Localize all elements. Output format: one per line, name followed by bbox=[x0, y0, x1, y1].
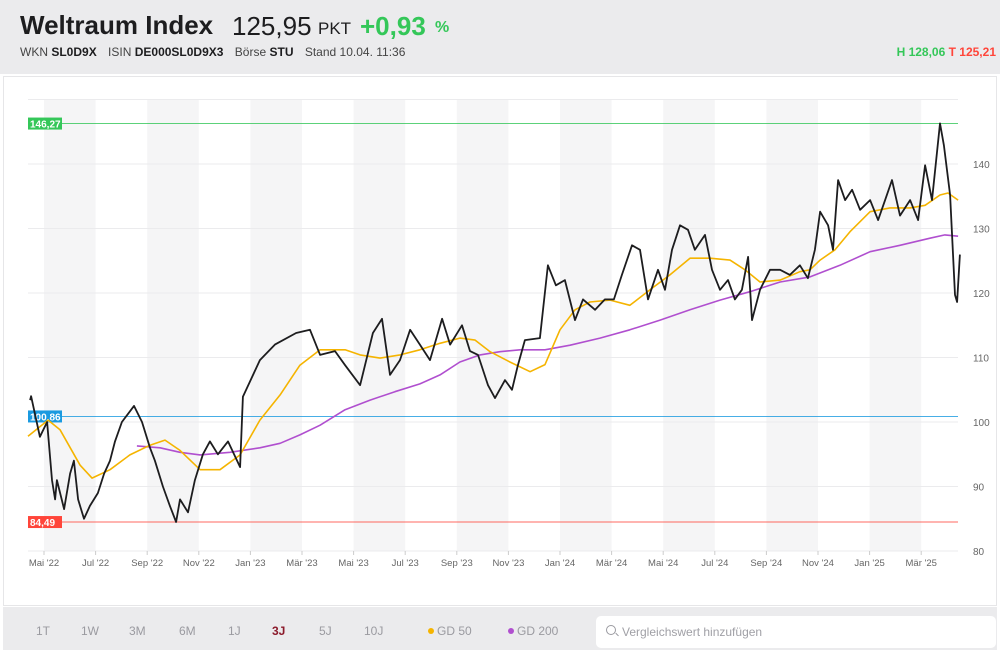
header: Weltraum Index 125,95 PKT +0,93 % WKN SL… bbox=[0, 0, 1000, 74]
x-tick-label: Nov '22 bbox=[183, 558, 215, 569]
x-tick-label: Mai '24 bbox=[648, 558, 678, 569]
range-3m[interactable]: 3M bbox=[129, 624, 146, 638]
range-5j[interactable]: 5J bbox=[319, 624, 332, 638]
x-tick-label: Jan '24 bbox=[545, 558, 575, 569]
month-stripe bbox=[560, 99, 612, 551]
isin-label: ISIN bbox=[108, 45, 132, 59]
instrument-meta: WKN SL0D9X ISIN DE000SL0D9X3 Börse STU S… bbox=[20, 45, 413, 59]
reference-label-low: 84,49 bbox=[30, 518, 55, 529]
x-tick-label: Nov '24 bbox=[802, 558, 834, 569]
x-tick-label: Mär '23 bbox=[286, 558, 317, 569]
series-weltraum-index bbox=[29, 122, 961, 523]
gd200-dot-icon bbox=[508, 628, 514, 634]
y-tick-label: 80 bbox=[973, 547, 985, 558]
month-stripe bbox=[869, 99, 922, 551]
current-price: 125,95 bbox=[232, 11, 312, 41]
reference-badge-low bbox=[28, 516, 62, 529]
x-tick-label: Mär '25 bbox=[906, 558, 937, 569]
reference-badge-high bbox=[28, 117, 62, 130]
y-tick-label: 120 bbox=[973, 289, 990, 300]
boerse-value: STU bbox=[269, 45, 294, 59]
x-tick-label: Nov '23 bbox=[492, 558, 524, 569]
series-gd-200 bbox=[136, 234, 959, 456]
index-title: Weltraum Index bbox=[20, 10, 214, 40]
y-tick-label: 100 bbox=[973, 418, 990, 429]
y-tick-label: 140 bbox=[973, 160, 990, 171]
series-gd-50 bbox=[27, 192, 959, 479]
x-tick-label: Mai '22 bbox=[29, 558, 59, 569]
gd50-dot-icon bbox=[428, 628, 434, 634]
legend-gd200[interactable]: GD 200 bbox=[508, 624, 558, 638]
compare-search-input[interactable] bbox=[622, 622, 982, 642]
price-change: +0,93 bbox=[360, 11, 426, 41]
wkn-label: WKN bbox=[20, 45, 48, 59]
day-low: T 125,21 bbox=[948, 45, 996, 59]
x-tick-label: Mär '24 bbox=[596, 558, 627, 569]
x-tick-label: Jul '24 bbox=[701, 558, 728, 569]
month-stripe bbox=[250, 99, 302, 551]
x-tick-label: Jul '22 bbox=[82, 558, 109, 569]
x-tick-label: Mai '23 bbox=[338, 558, 368, 569]
y-tick-label: 90 bbox=[973, 483, 985, 494]
x-tick-label: Jan '25 bbox=[854, 558, 884, 569]
compare-search[interactable] bbox=[596, 616, 996, 648]
y-tick-label: 110 bbox=[973, 354, 989, 365]
reference-label-high: 146,27 bbox=[30, 120, 61, 131]
x-tick-label: Sep '22 bbox=[131, 558, 163, 569]
x-tick-label: Sep '24 bbox=[750, 558, 782, 569]
x-tick-label: Jul '23 bbox=[392, 558, 419, 569]
x-tick-label: Jan '23 bbox=[235, 558, 265, 569]
wkn-value: SL0D9X bbox=[51, 45, 97, 59]
isin-value: DE000SL0D9X3 bbox=[134, 45, 224, 59]
y-tick-label: 130 bbox=[973, 225, 990, 236]
reference-label-reference: 100,86 bbox=[30, 412, 61, 423]
high-low: H 128,06 T 125,21 bbox=[897, 45, 996, 59]
chart-controls: 1T 1W 3M 6M 1J 3J 5J 10J GD 50 GD 200 bbox=[3, 607, 997, 650]
range-1t[interactable]: 1T bbox=[36, 624, 51, 638]
x-tick-label: Sep '23 bbox=[441, 558, 473, 569]
month-stripe bbox=[456, 99, 509, 551]
month-stripe bbox=[147, 99, 199, 551]
boerse-label: Börse bbox=[234, 45, 267, 59]
range-3j[interactable]: 3J bbox=[272, 624, 286, 638]
price-chart[interactable]: 80 90 100 110 120 130 140 Mai '22 Jul '22 Sep '22… bbox=[0, 0, 1000, 606]
range-1w[interactable]: 1W bbox=[81, 624, 99, 638]
gd200-label: GD 200 bbox=[517, 624, 559, 638]
legend-gd50[interactable]: GD 50 bbox=[428, 624, 472, 638]
month-stripe bbox=[766, 99, 818, 551]
search-icon bbox=[606, 625, 616, 635]
range-1j[interactable]: 1J bbox=[228, 624, 241, 638]
stand-timestamp: Stand 10.04. 11:36 bbox=[304, 45, 406, 59]
month-stripe bbox=[353, 99, 406, 551]
price-unit: PKT bbox=[318, 19, 352, 38]
price-change-unit: % bbox=[435, 19, 450, 36]
month-stripe bbox=[663, 99, 715, 551]
range-6m[interactable]: 6M bbox=[179, 624, 196, 638]
gd50-label: GD 50 bbox=[437, 624, 472, 638]
range-10j[interactable]: 10J bbox=[364, 624, 384, 638]
day-high: H 128,06 bbox=[896, 45, 946, 59]
